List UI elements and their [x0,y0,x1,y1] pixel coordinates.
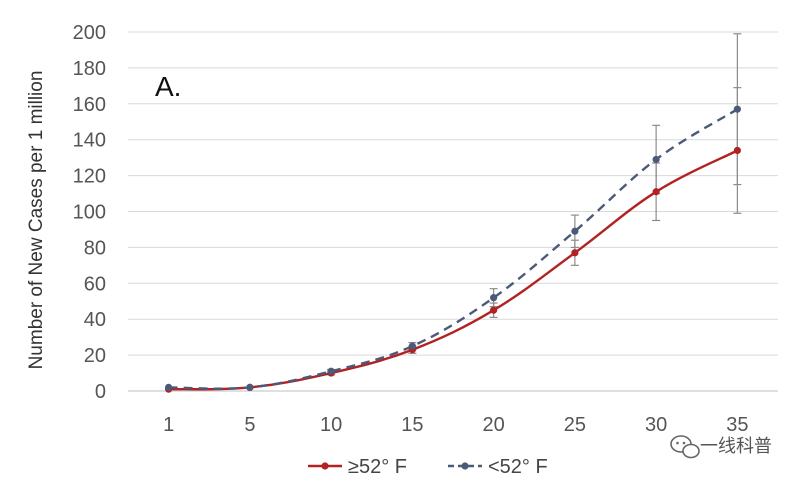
panel-annotation: A. [155,71,181,102]
x-tick-label: 10 [320,414,342,436]
y-tick-label: 100 [73,202,106,224]
series-line-warm [168,149,738,391]
data-point [652,188,660,196]
data-point [165,383,173,392]
data-point [490,306,498,314]
watermark: 一线科普 [670,435,772,459]
x-tick-label: 25 [564,414,586,436]
y-tick-label: 200 [73,22,106,44]
legend-label: <52° F [488,456,548,478]
data-point [327,367,335,375]
watermark-text: 一线科普 [700,436,772,457]
data-point [733,105,741,113]
y-tick-label: 0 [95,381,106,403]
data-point [246,383,254,392]
y-tick-label: 40 [84,309,106,331]
legend-label: ≥52° F [348,456,407,478]
series-lines [168,108,739,391]
data-point [571,227,579,235]
legend-swatch-marker [321,462,329,470]
y-tick-labels: 0 20 40 60 80 100 120 140 160 180 200 [73,22,106,403]
x-tick-label: 5 [244,414,255,436]
series-line-cold [168,108,739,390]
data-point [652,155,660,164]
legend: ≥52° F <52° F [308,456,548,478]
y-tick-label: 140 [73,130,106,152]
data-point [490,294,498,302]
x-tick-label: 15 [401,414,423,436]
wechat-icon [670,435,700,459]
x-tick-labels: 1 5 10 15 20 25 30 35 [163,414,748,436]
y-tick-label: 180 [73,58,106,80]
data-point [408,342,416,350]
y-axis-label: Number of New Cases per 1 million [26,71,47,370]
data-point [733,146,741,155]
error-bars [327,33,742,376]
legend-swatch-marker [461,462,469,470]
x-tick-label: 30 [645,414,667,436]
y-tick-label: 120 [73,166,106,188]
gridlines [128,31,778,392]
x-tick-label: 1 [163,414,174,436]
y-tick-label: 80 [84,237,106,259]
x-tick-label: 20 [483,414,505,436]
data-point [571,249,579,257]
y-tick-label: 160 [73,94,106,116]
y-tick-label: 60 [84,273,106,295]
data-points [165,105,741,393]
y-tick-label: 20 [84,345,106,367]
x-tick-label: 35 [726,414,748,436]
